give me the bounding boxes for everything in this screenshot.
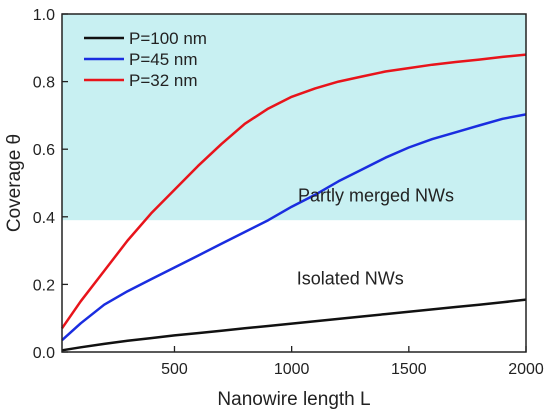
- legend-label-1: P=45 nm: [129, 50, 198, 69]
- series-line-0: [61, 298, 527, 352]
- merged-region-shade: [62, 14, 526, 221]
- x-tick-label: 500: [161, 361, 188, 378]
- annotation-merged: Partly merged NWs: [298, 186, 454, 206]
- annotation-isolated: Isolated NWs: [297, 268, 404, 288]
- y-tick-label: 0.8: [33, 75, 55, 92]
- y-tick-label: 0.0: [33, 345, 55, 362]
- legend-label-2: P=32 nm: [129, 71, 198, 90]
- y-tick-label: 0.6: [33, 142, 55, 159]
- series-line-1: [61, 113, 527, 342]
- y-tick-label: 0.2: [33, 277, 55, 294]
- x-tick-label: 2000: [508, 361, 544, 378]
- y-axis-label: Coverage θ: [4, 134, 25, 232]
- x-tick-label: 1500: [391, 361, 427, 378]
- y-tick-label: 1.0: [33, 7, 55, 24]
- legend-label-0: P=100 nm: [129, 29, 207, 48]
- series-line-2: [60, 53, 527, 330]
- x-axis-label: Nanowire length L: [217, 389, 370, 410]
- y-tick-label: 0.4: [33, 210, 55, 227]
- x-tick-label: 1000: [274, 361, 310, 378]
- plot-frame: [61, 13, 527, 353]
